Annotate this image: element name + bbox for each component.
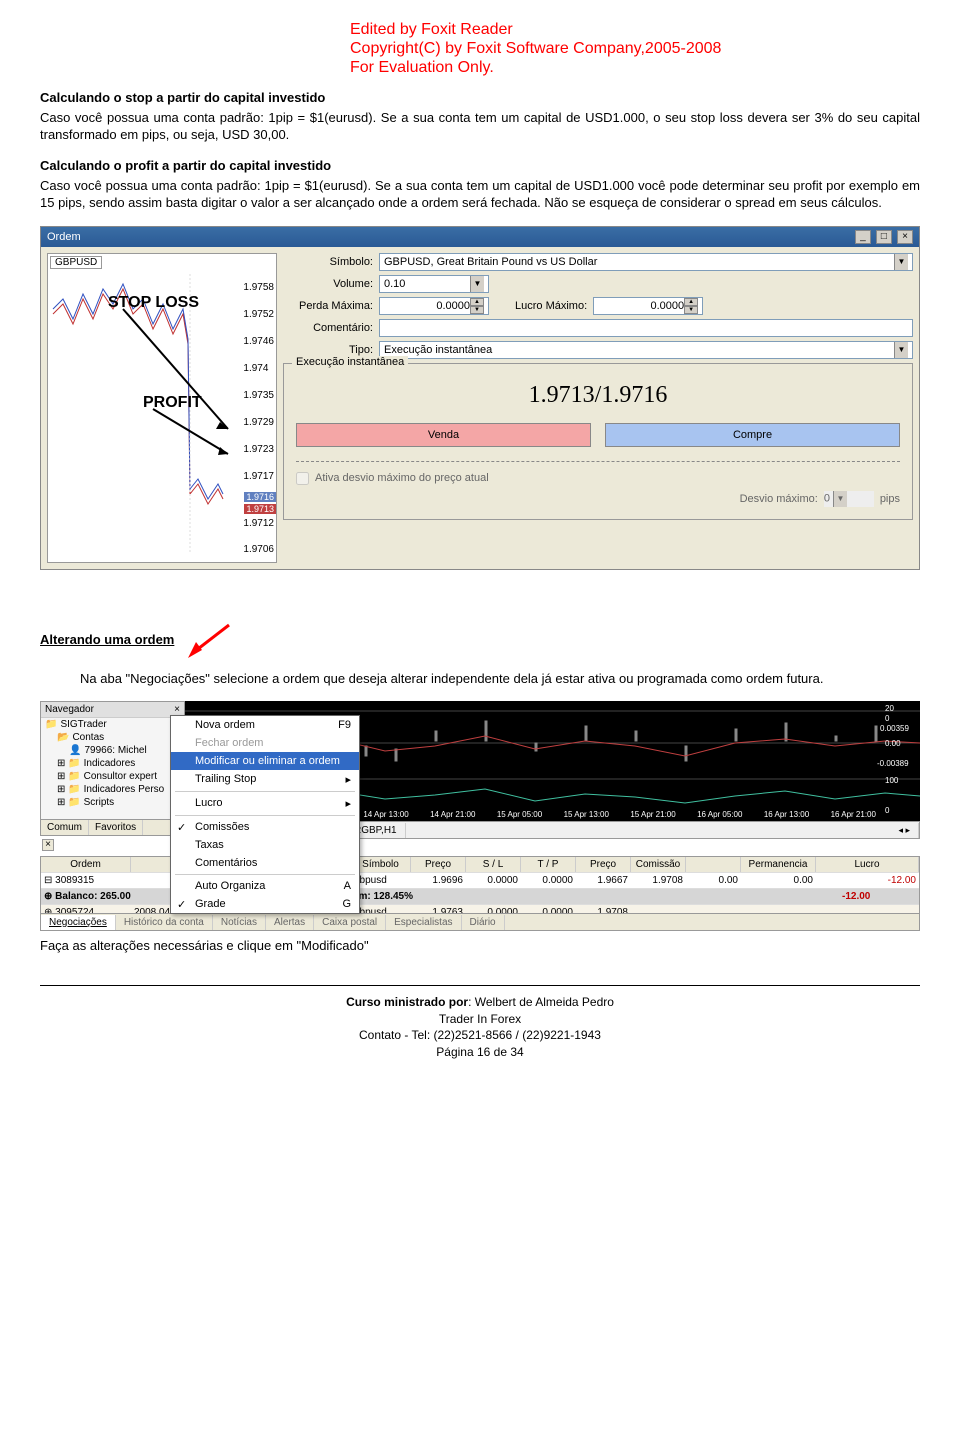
chevron-down-icon: ▼ [833,491,847,507]
order-title: Ordem [47,231,81,243]
deviation-label: Ativa desvio máximo do preço atual [315,472,489,484]
tree-custom-indicators[interactable]: ⊞ 📁 Indicadores Perso [41,783,184,796]
chart-yaxis: 1.9758 1.9752 1.9746 1.974 1.9735 1.9729… [243,274,274,490]
section3-after: Faça as alterações necessárias e clique … [40,937,920,955]
spinner-icon[interactable]: ▲▼ [684,298,698,314]
foxit-line3: For Evaluation Only. [350,58,920,77]
close-button[interactable]: × [897,230,913,244]
stoploss-annotation: STOP LOSS [108,294,199,312]
divider [296,461,900,462]
comment-input[interactable] [379,319,913,337]
buy-button[interactable]: Compre [605,423,900,447]
foxit-watermark: Edited by Foxit Reader Copyright(C) by F… [350,20,920,78]
chevron-down-icon: ▼ [894,254,908,270]
ask-marker: 1.9713 [244,504,276,514]
foxit-line1: Edited by Foxit Reader [350,20,920,39]
section2-body: Caso você possua uma conta padrão: 1pip … [40,177,920,212]
section2-title: Calculando o profit a partir do capital … [40,158,920,173]
navigator-title: Navegador [45,704,94,715]
tree-indicators[interactable]: ⊞ 📁 Indicadores [41,757,184,770]
profit-annotation: PROFIT [143,394,202,412]
svg-text:0: 0 [885,806,890,815]
volume-label: Volume: [283,278,373,290]
tree-experts[interactable]: ⊞ 📁 Consultor expert [41,770,184,783]
svg-text:20: 20 [885,704,894,713]
tab-news[interactable]: Notícias [213,915,266,930]
section3-body: Na aba "Negociações" selecione a ordem q… [40,670,920,688]
type-label: Tipo: [283,344,373,356]
tab-mailbox[interactable]: Caixa postal [314,915,386,930]
panel-close-icon[interactable]: × [42,839,54,851]
pips-label: pips [880,493,900,505]
type-dropdown[interactable]: Execução instantânea ▼ [379,341,913,359]
menu-commissions[interactable]: Comissões [171,818,359,836]
context-menu: Nova ordemF9 Fechar ordem Modificar ou e… [170,715,360,914]
tab-journal[interactable]: Diário [462,915,505,930]
maxdev-label: Desvio máximo: [740,493,818,505]
order-window: Ordem _ □ × GBPUSD STOP LOSS PROFIT 1.97… [40,226,920,570]
svg-text:100: 100 [885,776,899,785]
stoploss-label: Perda Máxima: [283,300,373,312]
execution-legend: Execução instantânea [292,356,408,368]
svg-text:0: 0 [885,714,890,723]
tree-root[interactable]: 📁 SIGTrader [41,718,184,731]
page-footer: Curso ministrado por: Welbert de Almeida… [40,985,920,1061]
price-display: 1.9713/1.9716 [296,374,900,423]
symbol-dropdown[interactable]: GBPUSD, Great Britain Pound vs US Dollar… [379,253,913,271]
maximize-button[interactable]: □ [876,230,892,244]
section1-title: Calculando o stop a partir do capital in… [40,90,920,105]
sell-button[interactable]: Venda [296,423,591,447]
menu-new-order[interactable]: Nova ordemF9 [171,716,359,734]
takeprofit-input[interactable]: 0.0000 ▲▼ [593,297,703,315]
red-arrow-icon [184,620,234,660]
tab-history[interactable]: Histórico da conta [116,915,213,930]
foxit-line2: Copyright(C) by Foxit Software Company,2… [350,39,920,58]
spinner-icon[interactable]: ▲▼ [470,298,484,314]
svg-text:0.00: 0.00 [885,739,901,748]
symbol-label: Símbolo: [283,256,373,268]
price-chart: GBPUSD STOP LOSS PROFIT 1.9758 1.9752 1.… [47,253,277,563]
menu-modify-order[interactable]: Modificar ou eliminar a ordem [171,752,359,770]
deviation-checkbox[interactable] [296,472,309,485]
menu-grid[interactable]: GradeG [171,895,359,913]
menu-close-order: Fechar ordem [171,734,359,752]
chevron-down-icon: ▼ [470,276,484,292]
window-buttons: _ □ × [853,230,913,244]
menu-profit[interactable]: Lucro▸ [171,794,359,813]
menu-trailing-stop[interactable]: Trailing Stop▸ [171,770,359,789]
stoploss-input[interactable]: 0.0000 ▲▼ [379,297,489,315]
section1-body: Caso você possua uma conta padrão: 1pip … [40,109,920,144]
svg-text:0.00359: 0.00359 [880,724,909,733]
nav-tab-common[interactable]: Comum [41,820,89,835]
tab-alerts[interactable]: Alertas [266,915,314,930]
menu-auto-arrange[interactable]: Auto OrganizaA [171,877,359,895]
volume-input[interactable]: 0.10 ▼ [379,275,489,293]
menu-taxes[interactable]: Taxas [171,836,359,854]
order-titlebar: Ordem _ □ × [41,227,919,247]
svg-text:-0.00389: -0.00389 [877,759,909,768]
terminal-tabs: Negociações Histórico da conta Notícias … [40,913,920,931]
takeprofit-label: Lucro Máximo: [515,300,587,312]
tab-trades[interactable]: Negociações [41,915,116,930]
tree-scripts[interactable]: ⊞ 📁 Scripts [41,796,184,809]
navigator-panel: Navegador × 📁 SIGTrader 📂 Contas 👤 79966… [40,701,185,836]
menu-comments[interactable]: Comentários [171,854,359,872]
nav-tab-favorites[interactable]: Favoritos [89,820,143,835]
chevron-down-icon: ▼ [894,342,908,358]
close-icon[interactable]: × [174,704,180,715]
minimize-button[interactable]: _ [855,230,871,244]
comment-label: Comentário: [283,322,373,334]
maxdev-input: 0 ▼ [824,491,874,507]
execution-panel: Execução instantânea 1.9713/1.9716 Venda… [283,363,913,520]
tab-experts[interactable]: Especialistas [386,915,461,930]
tree-account-item[interactable]: 👤 79966: Michel [41,744,184,757]
section3-title: Alterando uma ordem [40,632,174,647]
tree-accounts[interactable]: 📂 Contas [41,731,184,744]
order-form: Símbolo: GBPUSD, Great Britain Pound vs … [283,253,913,563]
bid-marker: 1.9716 [244,492,276,502]
